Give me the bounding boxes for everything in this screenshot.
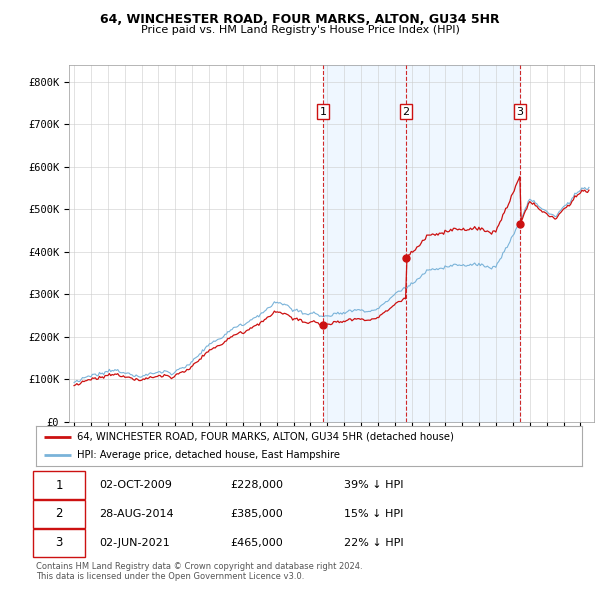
Text: 02-JUN-2021: 02-JUN-2021 [99,537,170,548]
Text: 3: 3 [517,107,524,117]
Text: 28-AUG-2014: 28-AUG-2014 [99,509,173,519]
Text: 1: 1 [55,478,63,491]
Text: This data is licensed under the Open Government Licence v3.0.: This data is licensed under the Open Gov… [36,572,304,581]
FancyBboxPatch shape [33,471,85,499]
Text: 22% ↓ HPI: 22% ↓ HPI [344,537,404,548]
Text: £465,000: £465,000 [230,537,283,548]
Text: 64, WINCHESTER ROAD, FOUR MARKS, ALTON, GU34 5HR: 64, WINCHESTER ROAD, FOUR MARKS, ALTON, … [100,13,500,26]
Text: 39% ↓ HPI: 39% ↓ HPI [344,480,404,490]
Text: Contains HM Land Registry data © Crown copyright and database right 2024.: Contains HM Land Registry data © Crown c… [36,562,362,571]
Text: £228,000: £228,000 [230,480,283,490]
Text: 2: 2 [55,507,63,520]
Text: 15% ↓ HPI: 15% ↓ HPI [344,509,404,519]
Text: 2: 2 [403,107,410,117]
FancyBboxPatch shape [33,500,85,528]
Text: 02-OCT-2009: 02-OCT-2009 [99,480,172,490]
Text: 3: 3 [56,536,63,549]
Text: £385,000: £385,000 [230,509,283,519]
Text: HPI: Average price, detached house, East Hampshire: HPI: Average price, detached house, East… [77,450,340,460]
Text: 64, WINCHESTER ROAD, FOUR MARKS, ALTON, GU34 5HR (detached house): 64, WINCHESTER ROAD, FOUR MARKS, ALTON, … [77,432,454,442]
FancyBboxPatch shape [33,529,85,557]
Text: 1: 1 [320,107,326,117]
Text: Price paid vs. HM Land Registry's House Price Index (HPI): Price paid vs. HM Land Registry's House … [140,25,460,35]
